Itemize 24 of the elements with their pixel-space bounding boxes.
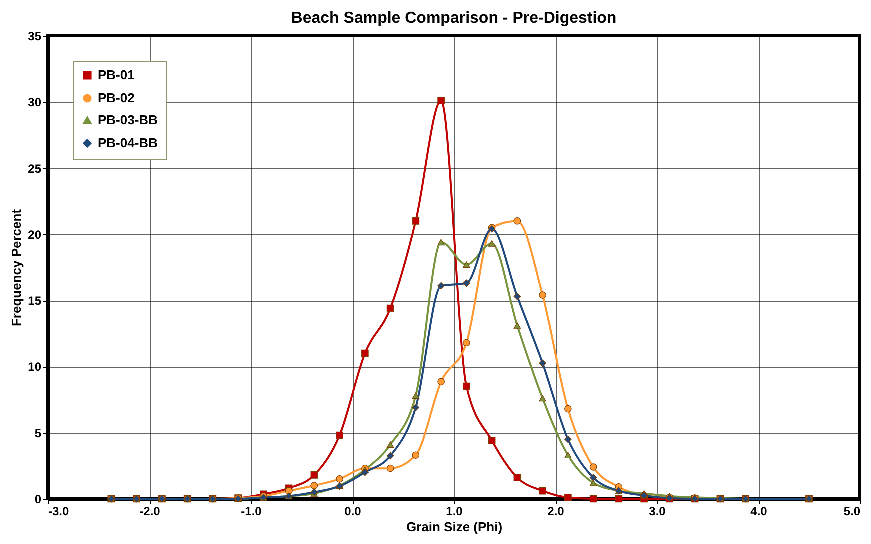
y-tick-label: 20 bbox=[28, 228, 42, 242]
x-tick-label: -3.0 bbox=[48, 504, 70, 518]
x-tick-label: 4.0 bbox=[750, 504, 768, 518]
x-tick-label: -2.0 bbox=[140, 504, 161, 518]
y-tick-label: 30 bbox=[28, 96, 42, 110]
x-tick-label: 1.0 bbox=[446, 504, 464, 518]
legend-label: PB-03-BB bbox=[98, 112, 158, 128]
legend-label: PB-02 bbox=[98, 90, 135, 106]
x-tick-label: 2.0 bbox=[548, 504, 565, 518]
x-tick-label: 3.0 bbox=[649, 504, 666, 518]
y-tick-label: 25 bbox=[28, 162, 42, 176]
y-tick-label: 15 bbox=[28, 294, 42, 308]
chart-title: Beach Sample Comparison - Pre-Digestion bbox=[291, 10, 617, 27]
x-tick-label: 5.0 bbox=[844, 504, 861, 518]
y-tick-label: 35 bbox=[28, 30, 42, 44]
x-tick-label: 0.0 bbox=[344, 504, 362, 518]
x-axis-title: Grain Size (Phi) bbox=[406, 520, 503, 534]
y-tick-label: 10 bbox=[28, 360, 42, 374]
legend-label: PB-01 bbox=[98, 68, 135, 82]
y-tick-label: 0 bbox=[34, 492, 42, 506]
y-tick-label: 5 bbox=[34, 426, 42, 440]
x-tick-label: -1.0 bbox=[241, 504, 262, 518]
legend-label: PB-04-BB bbox=[98, 136, 158, 150]
y-axis-title: Frequency Percent bbox=[9, 208, 24, 327]
